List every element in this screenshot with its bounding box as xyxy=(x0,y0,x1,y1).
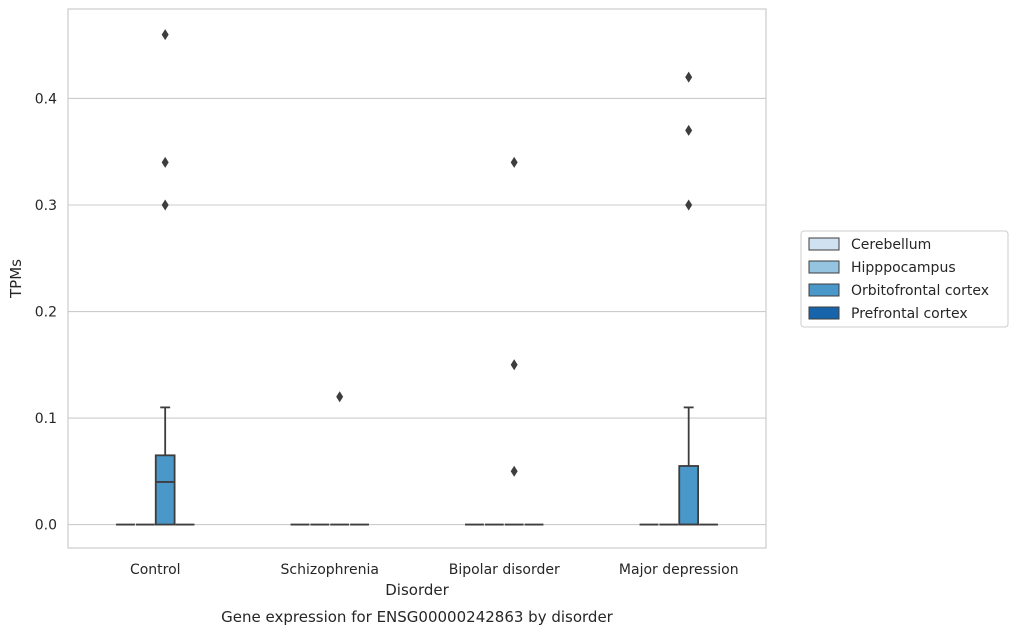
box-orbitofrontal-cortex xyxy=(330,391,350,526)
outlier-point xyxy=(336,391,344,403)
legend-swatch xyxy=(808,260,840,274)
plot-area-frame xyxy=(67,8,767,549)
legend-frame xyxy=(800,230,1009,328)
box-body xyxy=(154,454,176,526)
x-tick-label: Major depression xyxy=(619,562,739,578)
outlier-point xyxy=(510,465,518,477)
outlier-point xyxy=(161,29,169,41)
outlier-point xyxy=(685,124,693,136)
x-tick-label: Bipolar disorder xyxy=(449,562,560,578)
y-tick-label: 0.3 xyxy=(35,198,57,214)
legend: Cerebellum Hipppocampus Orbitofrontal cort… xyxy=(800,230,1009,328)
x-axis-title: Disorder xyxy=(385,581,449,599)
outlier-point xyxy=(510,359,518,371)
y-axis-title: TPMs xyxy=(7,259,25,299)
legend-label: Prefrontal cortex xyxy=(851,306,968,322)
y-tick-label: 0.4 xyxy=(35,91,57,107)
y-tick-label: 0.0 xyxy=(35,518,57,534)
legend-swatch xyxy=(808,306,840,320)
box-body xyxy=(678,465,699,526)
legend-swatch xyxy=(808,237,840,251)
outlier-point xyxy=(510,156,518,168)
legend-label: Orbitofrontal cortex xyxy=(851,283,989,299)
box-orbitofrontal-cortex xyxy=(678,71,699,526)
legend-label: Hipppocampus xyxy=(851,260,956,276)
x-tick-label: Control xyxy=(130,562,181,578)
outlier-point xyxy=(161,156,169,168)
x-axis-ticks: Control Schizophrenia Bipolar disorder Majo… xyxy=(130,562,739,578)
y-tick-label: 0.2 xyxy=(35,305,57,321)
outlier-point xyxy=(161,199,169,211)
box-orbitofrontal-cortex xyxy=(504,156,524,526)
y-tick-label: 0.1 xyxy=(35,411,57,427)
outlier-point xyxy=(685,71,693,83)
outlier-point xyxy=(685,199,693,211)
y-axis-ticks: 0.0 0.1 0.2 0.3 0.4 xyxy=(35,91,57,533)
x-tick-label: Schizophrenia xyxy=(281,562,379,578)
boxes xyxy=(116,29,718,526)
legend-label: Cerebellum xyxy=(851,237,931,253)
box-orbitofrontal-cortex xyxy=(154,29,176,526)
legend-swatch xyxy=(808,283,840,297)
chart-title: Gene expression for ENSG00000242863 by d… xyxy=(221,608,614,626)
